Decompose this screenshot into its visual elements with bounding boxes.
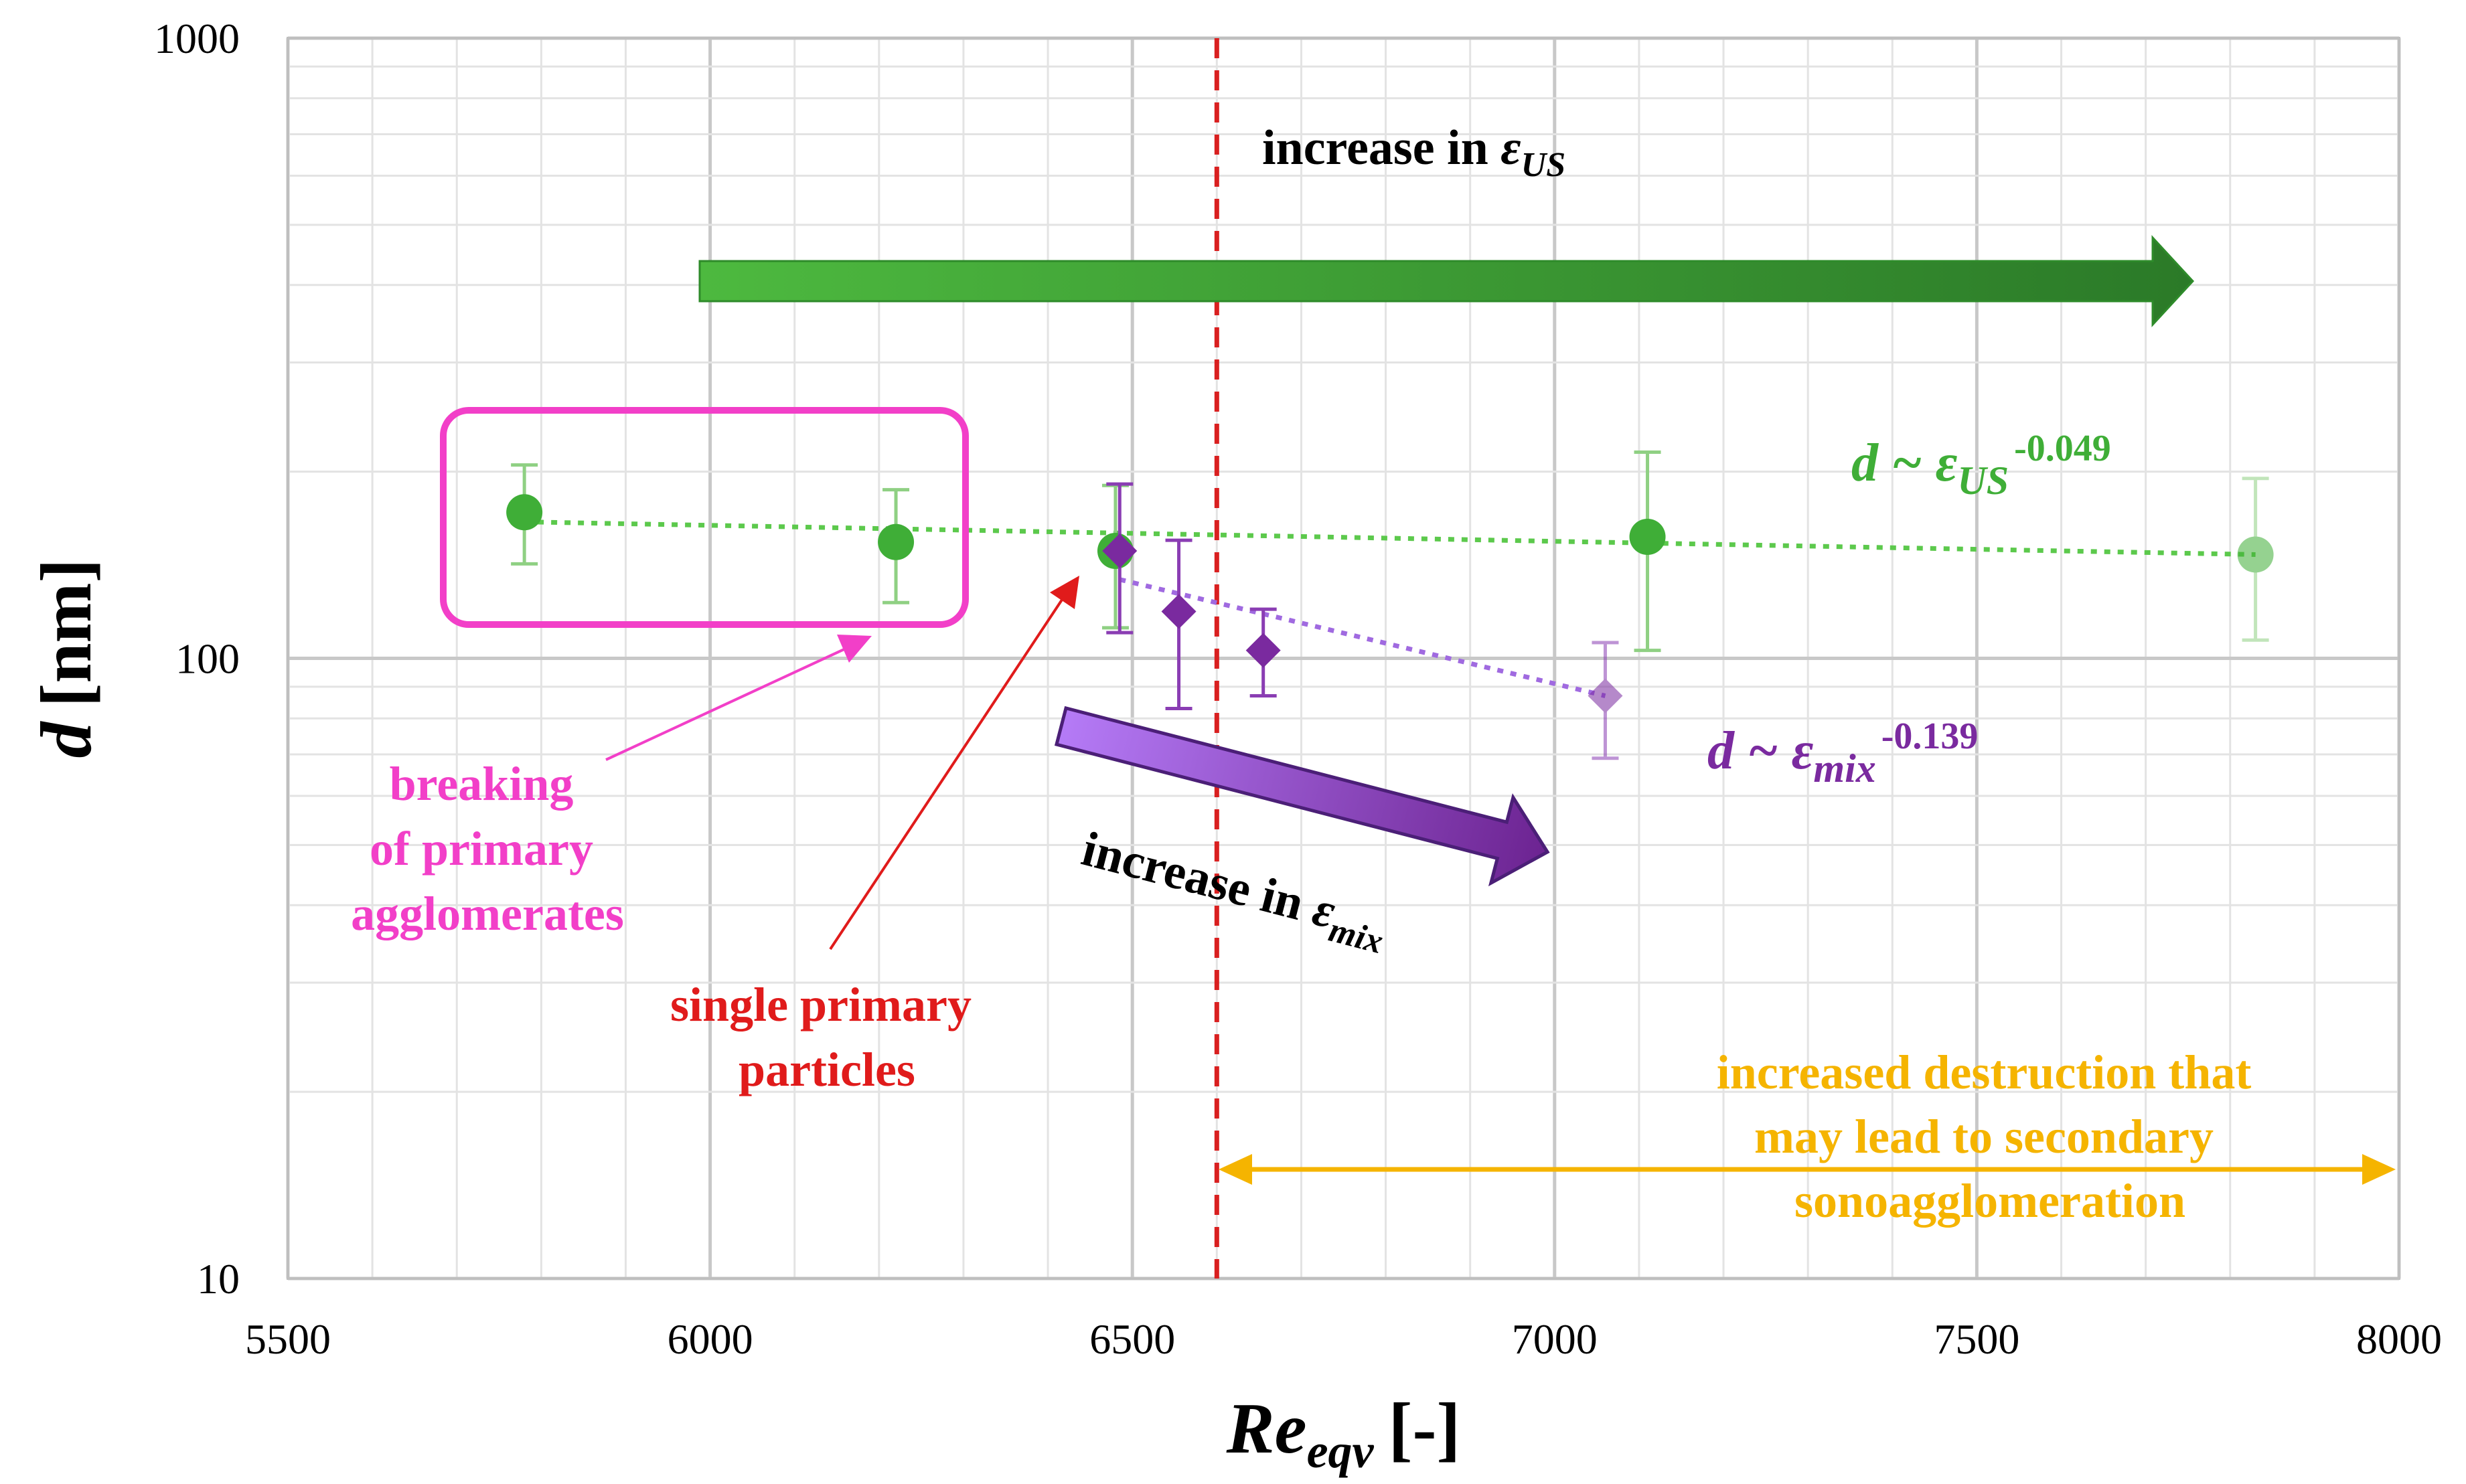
double-arrow-left-head — [1219, 1154, 1252, 1185]
label-breaking-line-3: agglomerates — [351, 887, 624, 940]
label-increase-mix-text: increase in — [1077, 821, 1321, 934]
arrow-increase-mix — [1054, 706, 1550, 887]
fit-label-mix-prefix: d ~ — [1707, 722, 1792, 780]
arrow-single-shaft — [829, 594, 1066, 951]
y-tick-label: 1000 — [154, 15, 240, 62]
marker-circle-us — [878, 523, 915, 560]
fit-label-mix: d ~ εmix-0.139 — [1707, 716, 1978, 791]
arrow-single-head — [1050, 576, 1079, 609]
fit-label-us-sub: US — [1957, 459, 2009, 503]
trendline-mix — [1119, 577, 1606, 698]
label-breaking: breaking of primary agglomerates — [351, 757, 624, 940]
label-single-line-2: particles — [739, 1043, 915, 1096]
label-destruction-line-1: increased destruction that — [1717, 1046, 2252, 1099]
arrow-breaking-head — [837, 635, 872, 663]
fit-label-mix-symbol: ε — [1792, 722, 1814, 780]
fit-label-us-sup: -0.049 — [2014, 428, 2111, 469]
label-increase-mix-sub: mix — [1325, 911, 1387, 961]
x-tick-label: 8000 — [2356, 1315, 2442, 1363]
label-destruction: increased destruction that may lead to s… — [1717, 1046, 2264, 1228]
marker-diamond-mix — [1588, 678, 1623, 714]
trendline-us — [524, 519, 2256, 557]
fit-label-us-prefix: d ~ — [1851, 434, 1936, 493]
y-axis-title-unit: [nm] — [27, 559, 106, 708]
fit-label-mix-sup: -0.139 — [1881, 716, 1979, 757]
data-point-US — [878, 488, 915, 604]
highlight-box-primary — [440, 407, 969, 628]
fit-label-us: d ~ εUS-0.049 — [1851, 428, 2111, 503]
y-tick-label: 10 — [197, 1255, 240, 1303]
y-tick-label: 100 — [175, 635, 240, 683]
label-destruction-line-3: sonoagglomeration — [1794, 1174, 2185, 1228]
arrow-breaking-shaft — [605, 647, 848, 761]
label-increase-us-sub: US — [1521, 146, 1565, 184]
data-point-mix — [1588, 641, 1623, 760]
marker-circle-us — [506, 494, 543, 531]
data-point-mix — [1102, 482, 1138, 635]
x-axis-title-sub: eqv — [1307, 1424, 1375, 1478]
x-tick-label: 5500 — [245, 1315, 331, 1363]
x-axis-title-main: Re — [1226, 1389, 1307, 1469]
marker-circle-us — [2237, 536, 2274, 573]
label-increase-us-text: increase in — [1262, 120, 1500, 175]
x-tick-label: 7500 — [1934, 1315, 2019, 1363]
data-point-US — [506, 463, 543, 566]
label-breaking-line-1: breaking — [390, 757, 574, 811]
data-point-mix — [1245, 607, 1281, 698]
fit-label-us-symbol: ε — [1936, 434, 1958, 493]
data-point-US — [1629, 450, 1666, 653]
fit-label-mix-sub: mix — [1813, 746, 1875, 791]
marker-diamond-mix — [1161, 594, 1197, 629]
label-single-line-1: single primary — [670, 978, 972, 1032]
x-tick-label: 6500 — [1089, 1315, 1175, 1363]
y-axis-title-main: d — [27, 720, 106, 758]
label-increase-mix: increase in εmix — [1074, 821, 1393, 961]
y-axis-title: d [nm] — [27, 559, 106, 758]
label-destruction-line-2: may lead to secondary — [1754, 1110, 2214, 1163]
label-breaking-line-2: of primary — [370, 822, 593, 876]
marker-diamond-mix — [1102, 533, 1138, 569]
x-tick-label: 6000 — [668, 1315, 753, 1363]
data-marks — [506, 450, 2274, 760]
label-increase-us: increase in εUS — [1262, 120, 1565, 184]
label-single: single primary particles — [670, 978, 984, 1096]
label-increase-us-symbol: ε — [1500, 120, 1521, 175]
plot-area — [287, 37, 2400, 1280]
x-axis-title-unit: [-] — [1389, 1389, 1461, 1469]
double-arrow-right-head — [2362, 1154, 2396, 1185]
marker-circle-us — [1629, 518, 1666, 555]
arrow-increase-us — [698, 235, 2195, 327]
marker-diamond-mix — [1245, 633, 1281, 668]
data-point-mix — [1161, 538, 1197, 710]
tick-labels: 5500 6000 6500 7000 7500 8000 10 100 1000 — [154, 15, 2442, 1363]
data-point-US — [2237, 477, 2274, 642]
x-tick-label: 7000 — [1512, 1315, 1598, 1363]
x-axis-title: Reeqv [-] — [1226, 1389, 1461, 1478]
